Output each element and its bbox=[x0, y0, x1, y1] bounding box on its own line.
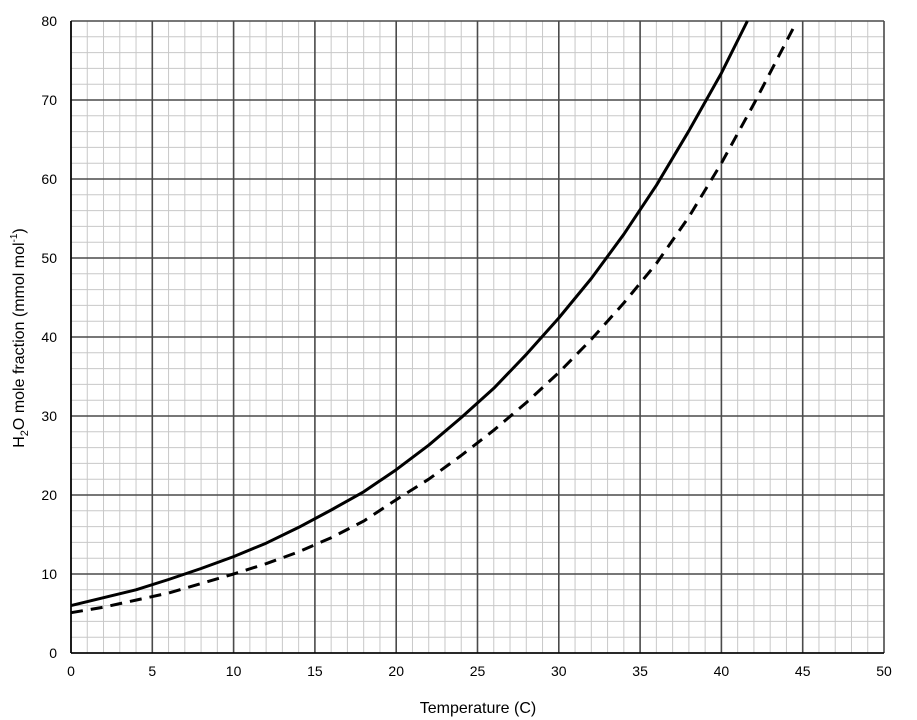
x-tick-label: 45 bbox=[795, 663, 811, 679]
x-tick-label: 5 bbox=[148, 663, 156, 679]
x-tick-label: 35 bbox=[632, 663, 648, 679]
y-tick-label: 60 bbox=[41, 171, 57, 187]
y-tick-label: 30 bbox=[41, 408, 57, 424]
y-axis-title: H2O mole fraction (mmol mol-1) bbox=[9, 228, 31, 448]
y-tick-label: 0 bbox=[49, 645, 57, 661]
y-axis-title-subscript: 2 bbox=[19, 430, 31, 436]
y-axis-title-end: ) bbox=[11, 228, 28, 233]
dashed-series-line bbox=[70, 28, 795, 615]
x-tick-label: 30 bbox=[551, 663, 567, 679]
y-tick-labels: 0 10 20 30 40 50 60 70 80 bbox=[41, 13, 57, 661]
y-axis-title-superscript: -1 bbox=[9, 233, 20, 242]
y-tick-label: 50 bbox=[41, 250, 57, 266]
y-tick-label: 20 bbox=[41, 487, 57, 503]
x-tick-label: 50 bbox=[876, 663, 892, 679]
solid-series-line bbox=[70, 20, 749, 608]
y-tick-label: 80 bbox=[41, 13, 57, 29]
x-tick-labels: 0 5 10 15 20 25 30 35 40 45 50 bbox=[67, 663, 892, 679]
x-tick-label: 25 bbox=[470, 663, 486, 679]
y-tick-label: 40 bbox=[41, 329, 57, 345]
axes bbox=[70, 21, 884, 654]
x-tick-label: 15 bbox=[307, 663, 323, 679]
y-axis-title-text: O mole fraction (mmol mol bbox=[11, 242, 28, 430]
x-tick-label: 0 bbox=[67, 663, 75, 679]
y-tick-label: 70 bbox=[41, 92, 57, 108]
series-layer bbox=[70, 20, 795, 615]
x-tick-label: 20 bbox=[388, 663, 404, 679]
x-tick-label: 40 bbox=[714, 663, 730, 679]
x-tick-label: 10 bbox=[226, 663, 242, 679]
y-axis-title-main: H bbox=[11, 436, 28, 448]
x-axis-title: Temperature (C) bbox=[420, 700, 536, 717]
y-tick-label: 10 bbox=[41, 566, 57, 582]
